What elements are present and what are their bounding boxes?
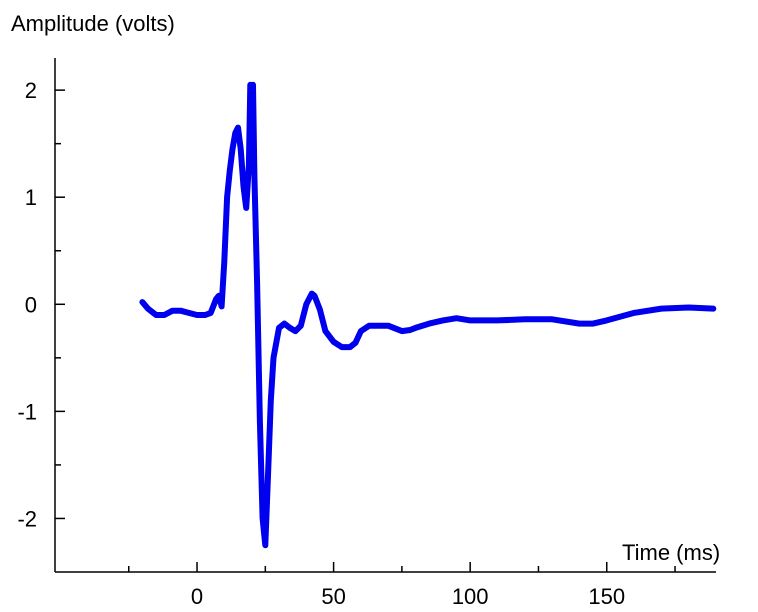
y-tick-label: -1 — [17, 399, 37, 424]
x-tick-label: 100 — [452, 584, 489, 609]
x-tick-label: 50 — [321, 584, 345, 609]
axis-ticks: 2 1 0 -1 -2 0 50 100 150 — [17, 78, 676, 609]
series-layer — [139, 81, 717, 549]
series-line-0 — [139, 81, 717, 549]
x-tick-label: 150 — [588, 584, 625, 609]
y-axis-title: Amplitude (volts) — [11, 11, 175, 36]
y-tick-label: 0 — [25, 292, 37, 317]
y-tick-label: 1 — [25, 185, 37, 210]
y-tick-label: -2 — [17, 506, 37, 531]
x-axis-title: Time (ms) — [622, 540, 720, 565]
y-tick-label: 2 — [25, 78, 37, 103]
x-tick-label: 0 — [191, 584, 203, 609]
